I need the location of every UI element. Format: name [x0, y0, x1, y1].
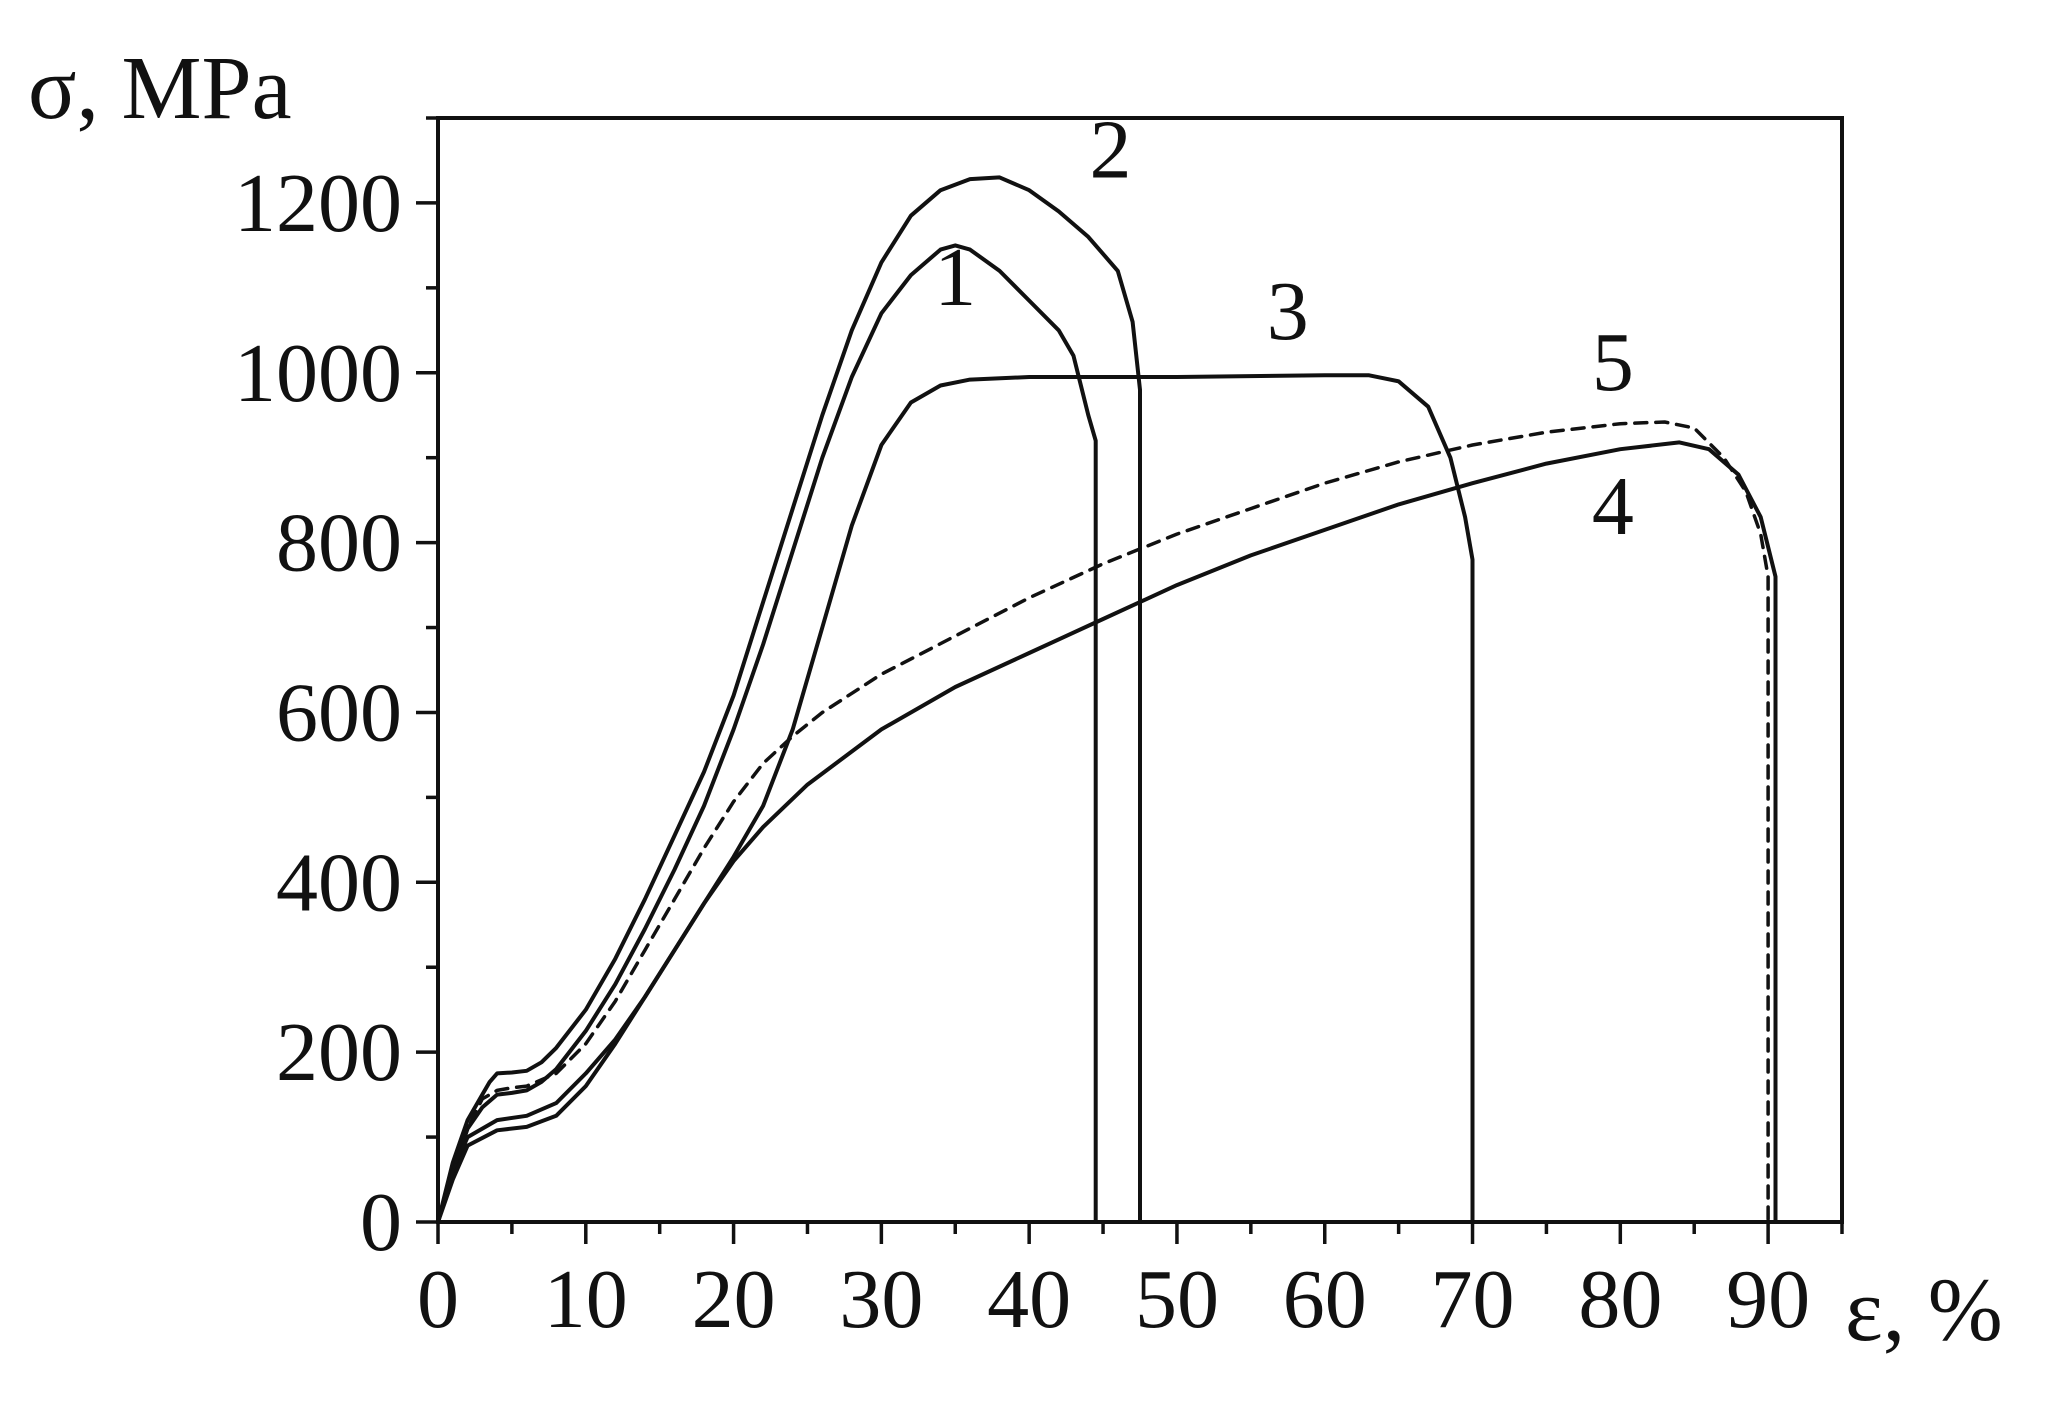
curve-label-2: 2 [1089, 103, 1131, 196]
x-axis-label: ε, % [1845, 1261, 2003, 1360]
curve-label-5: 5 [1592, 316, 1634, 409]
y-tick-label: 1200 [234, 157, 402, 250]
x-tick-label: 50 [1135, 1253, 1219, 1346]
labels-layer: 1 2 3 4 5 [934, 103, 1634, 553]
x-tick-label: 20 [692, 1253, 776, 1346]
x-tick-label: 70 [1431, 1253, 1515, 1346]
series-line-3 [436, 373, 1475, 1224]
series-line-2 [436, 175, 1142, 1224]
curve-label-4: 4 [1592, 460, 1634, 553]
series-line-5 [436, 420, 1770, 1224]
curve-label-1: 1 [934, 231, 976, 324]
y-tick-label: 0 [360, 1176, 402, 1269]
axes-layer: 0 10 20 30 40 50 60 70 80 90 0 200 400 600 800 1000 1200 [234, 116, 1844, 1346]
x-tick-label: 40 [987, 1253, 1071, 1346]
y-tick-label: 200 [276, 1006, 402, 1099]
x-tick-label: 90 [1726, 1253, 1810, 1346]
series-line-4 [436, 440, 1778, 1224]
y-tick-label: 1000 [234, 327, 402, 420]
x-tick-label: 30 [839, 1253, 923, 1346]
x-tick-label: 80 [1578, 1253, 1662, 1346]
y-tick-label: 800 [276, 497, 402, 590]
y-axis-label: σ, MPa [28, 39, 292, 138]
y-tick-label: 400 [276, 836, 402, 929]
x-tick-label: 60 [1283, 1253, 1367, 1346]
y-tick-label: 600 [276, 666, 402, 759]
curve-label-3: 3 [1267, 265, 1309, 358]
x-tick-label: 0 [417, 1253, 459, 1346]
series-layer [436, 175, 1778, 1224]
x-tick-label: 10 [544, 1253, 628, 1346]
series-line-1 [436, 243, 1098, 1224]
